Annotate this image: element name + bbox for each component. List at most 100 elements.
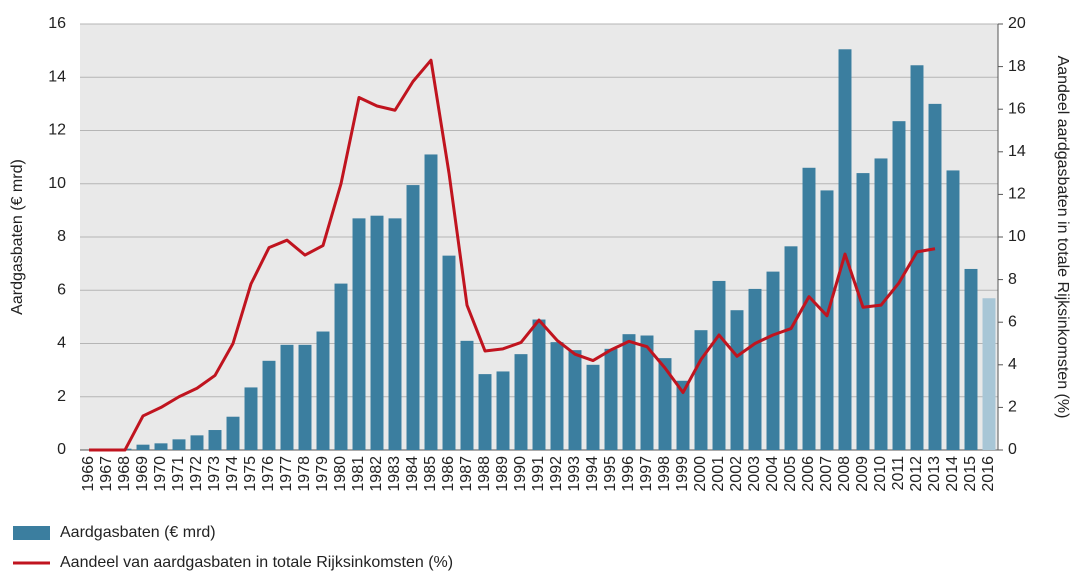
bar — [442, 255, 456, 450]
legend-swatch — [13, 526, 50, 540]
x-tick-label: 1981 — [350, 456, 367, 492]
bar — [802, 167, 816, 450]
x-tick-label: 1989 — [494, 456, 511, 492]
bar — [298, 344, 312, 450]
legend-label: Aardgasbaten (€ mrd) — [60, 524, 216, 541]
bar — [262, 360, 276, 450]
x-tick-label: 1973 — [206, 456, 223, 492]
y-tick-label: 0 — [57, 441, 66, 458]
bar — [190, 435, 204, 450]
bar — [622, 334, 636, 450]
y-tick-label: 8 — [57, 228, 66, 245]
bar — [568, 350, 582, 450]
x-tick-label: 1976 — [260, 456, 277, 492]
y2-tick-label: 8 — [1008, 271, 1017, 288]
x-tick-label: 2008 — [836, 456, 853, 492]
bar — [280, 344, 294, 450]
bar — [748, 288, 762, 450]
bar — [766, 271, 780, 450]
x-tick-label: 1980 — [332, 456, 349, 492]
x-tick-label: 2015 — [962, 456, 979, 492]
bar — [712, 280, 726, 450]
x-tick-label: 1991 — [530, 456, 547, 492]
x-tick-label: 1979 — [314, 456, 331, 492]
x-tick-label: 1998 — [656, 456, 673, 492]
bar — [694, 330, 708, 450]
x-tick-label: 1997 — [638, 456, 655, 492]
y-tick-label: 16 — [48, 15, 66, 32]
bar — [838, 49, 852, 450]
x-tick-label: 1984 — [404, 456, 421, 492]
bar — [388, 218, 402, 450]
x-tick-label: 1972 — [188, 456, 205, 492]
y2-tick-label: 6 — [1008, 313, 1017, 330]
x-tick-label: 2006 — [800, 456, 817, 492]
x-tick-label: 2009 — [854, 456, 871, 492]
y2-tick-label: 12 — [1008, 186, 1026, 203]
bar — [244, 387, 258, 450]
x-tick-label: 1971 — [170, 456, 187, 492]
bar — [208, 430, 222, 450]
y2-axis-label: Aandeel aardgasbaten in totale Rijksinko… — [1054, 56, 1071, 419]
x-tick-label: 2013 — [926, 456, 943, 492]
bar — [316, 331, 330, 450]
y-tick-label: 4 — [57, 335, 66, 352]
x-tick-label: 2016 — [980, 456, 997, 492]
bar — [514, 354, 528, 450]
bar — [892, 121, 906, 451]
bar — [964, 268, 978, 450]
bar — [550, 342, 564, 450]
x-tick-label: 1990 — [512, 456, 529, 492]
y2-tick-label: 20 — [1008, 15, 1026, 32]
y2-tick-label: 4 — [1008, 356, 1017, 373]
x-tick-label: 2014 — [944, 456, 961, 492]
y-tick-label: 6 — [57, 281, 66, 298]
x-tick-label: 1966 — [80, 456, 97, 492]
x-tick-label: 1967 — [98, 456, 115, 492]
x-tick-label: 1987 — [458, 456, 475, 492]
bar — [676, 380, 690, 450]
x-tick-label: 2003 — [746, 456, 763, 492]
bar — [640, 335, 654, 450]
x-tick-label: 1968 — [116, 456, 133, 492]
x-tick-label: 1982 — [368, 456, 385, 492]
x-tick-label: 1995 — [602, 456, 619, 492]
y2-tick-label: 14 — [1008, 143, 1026, 160]
x-tick-label: 1996 — [620, 456, 637, 492]
bar — [460, 340, 474, 450]
bar — [136, 444, 150, 450]
x-tick-label: 2002 — [728, 456, 745, 492]
x-tick-label: 1994 — [584, 456, 601, 492]
x-tick-label: 1985 — [422, 456, 439, 492]
bar — [532, 319, 546, 450]
y2-tick-label: 18 — [1008, 58, 1026, 75]
bar — [586, 364, 600, 450]
y2-tick-label: 0 — [1008, 441, 1017, 458]
x-tick-label: 1999 — [674, 456, 691, 492]
bar — [856, 173, 870, 450]
x-tick-label: 2004 — [764, 456, 781, 492]
x-tick-label: 1975 — [242, 456, 259, 492]
bar — [370, 215, 384, 450]
y-tick-label: 10 — [48, 175, 66, 192]
bar — [820, 190, 834, 450]
x-tick-label: 1988 — [476, 456, 493, 492]
bar — [946, 170, 960, 450]
y2-tick-label: 2 — [1008, 399, 1017, 416]
y-tick-label: 2 — [57, 388, 66, 405]
x-tick-label: 2000 — [692, 456, 709, 492]
x-tick-label: 2012 — [908, 456, 925, 492]
x-tick-label: 1977 — [278, 456, 295, 492]
bar — [928, 103, 942, 450]
bar — [730, 310, 744, 450]
x-tick-label: 2001 — [710, 456, 727, 492]
bar — [334, 283, 348, 450]
bar — [784, 246, 798, 450]
y2-tick-label: 10 — [1008, 228, 1026, 245]
bar — [658, 358, 672, 450]
x-tick-label: 1970 — [152, 456, 169, 492]
bar — [352, 218, 366, 450]
bar — [604, 348, 618, 450]
bar — [424, 154, 438, 450]
